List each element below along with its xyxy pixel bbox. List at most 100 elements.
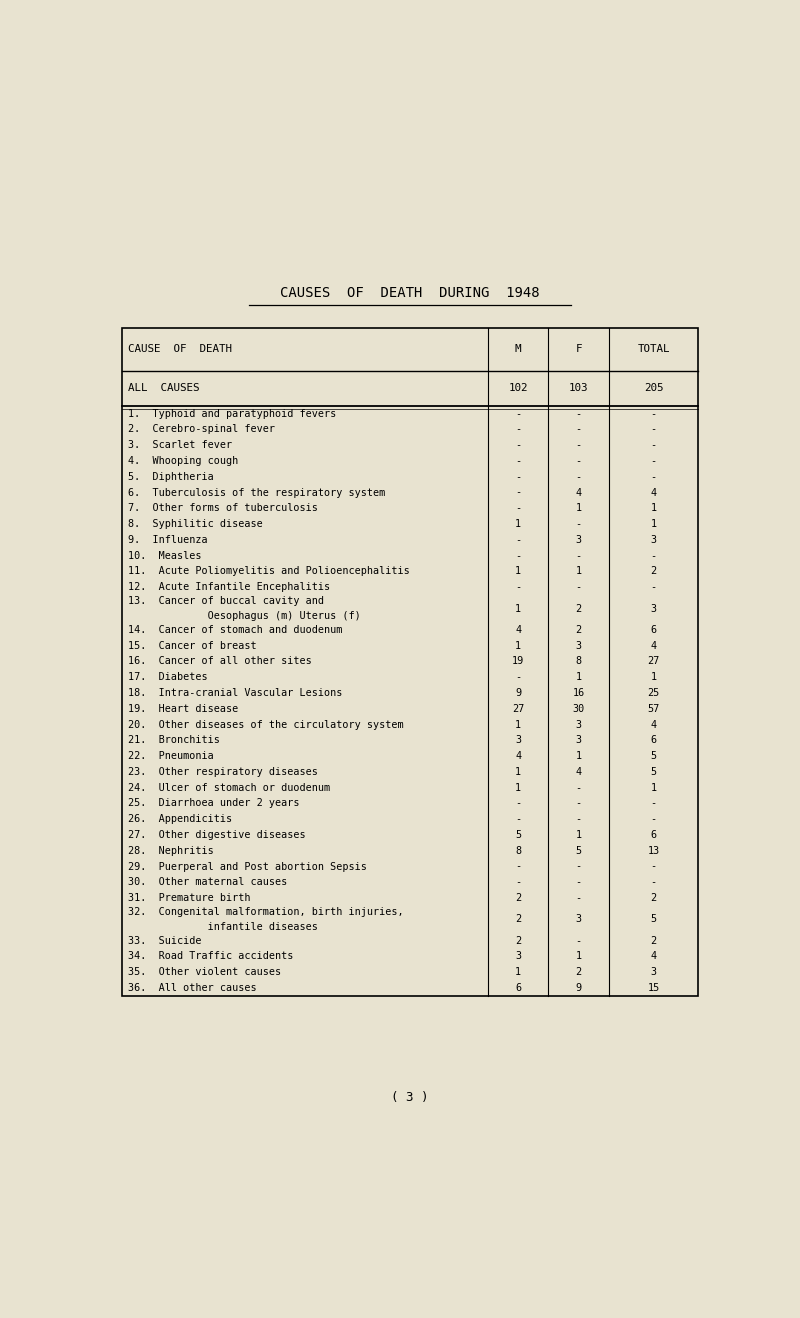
Text: 1: 1 xyxy=(575,503,582,513)
Text: -: - xyxy=(575,894,582,903)
Text: 5: 5 xyxy=(515,830,521,840)
Text: -: - xyxy=(575,409,582,419)
Text: 1: 1 xyxy=(575,672,582,683)
Text: 6.  Tuberculosis of the respiratory system: 6. Tuberculosis of the respiratory syste… xyxy=(128,488,385,498)
Text: 4: 4 xyxy=(650,952,657,961)
Text: 4: 4 xyxy=(650,488,657,498)
Text: 2: 2 xyxy=(575,604,582,613)
Text: 12.  Acute Infantile Encephalitis: 12. Acute Infantile Encephalitis xyxy=(128,583,330,592)
Text: 15: 15 xyxy=(647,983,660,992)
Text: 8.  Syphilitic disease: 8. Syphilitic disease xyxy=(128,519,262,529)
Text: -: - xyxy=(575,472,582,482)
Text: -: - xyxy=(575,936,582,946)
Text: -: - xyxy=(575,815,582,824)
Text: 2: 2 xyxy=(650,567,657,576)
Text: -: - xyxy=(575,519,582,529)
Text: -: - xyxy=(515,456,521,467)
Text: 15.  Cancer of breast: 15. Cancer of breast xyxy=(128,641,257,651)
Text: 6: 6 xyxy=(650,735,657,745)
Text: 1: 1 xyxy=(575,751,582,760)
Text: 4: 4 xyxy=(575,767,582,776)
Text: 8: 8 xyxy=(575,656,582,667)
Text: 2: 2 xyxy=(650,936,657,946)
Text: 1: 1 xyxy=(515,767,521,776)
Text: -: - xyxy=(515,672,521,683)
Text: 24.  Ulcer of stomach or duodenum: 24. Ulcer of stomach or duodenum xyxy=(128,783,330,792)
Text: 35.  Other violent causes: 35. Other violent causes xyxy=(128,967,281,977)
Text: -: - xyxy=(575,440,582,451)
Text: 19: 19 xyxy=(512,656,524,667)
Text: ( 3 ): ( 3 ) xyxy=(391,1091,429,1104)
Text: 3: 3 xyxy=(650,535,657,544)
Text: 3: 3 xyxy=(575,735,582,745)
Text: -: - xyxy=(575,862,582,871)
Text: 3: 3 xyxy=(575,535,582,544)
Text: -: - xyxy=(575,878,582,887)
Text: -: - xyxy=(515,535,521,544)
Text: -: - xyxy=(515,424,521,435)
Text: -: - xyxy=(575,456,582,467)
Text: 2: 2 xyxy=(515,915,521,924)
Text: 33.  Suicide: 33. Suicide xyxy=(128,936,202,946)
Text: 14.  Cancer of stomach and duodenum: 14. Cancer of stomach and duodenum xyxy=(128,625,342,635)
Text: 32.  Congenital malformation, birth injuries,: 32. Congenital malformation, birth injur… xyxy=(128,907,403,917)
Text: 17.  Diabetes: 17. Diabetes xyxy=(128,672,207,683)
Text: -: - xyxy=(575,551,582,560)
Text: 1: 1 xyxy=(515,720,521,729)
Text: -: - xyxy=(515,878,521,887)
Text: 23.  Other respiratory diseases: 23. Other respiratory diseases xyxy=(128,767,318,776)
Text: -: - xyxy=(515,503,521,513)
Text: 27: 27 xyxy=(647,656,660,667)
Text: 27: 27 xyxy=(512,704,524,714)
Text: 2: 2 xyxy=(650,894,657,903)
Text: 1: 1 xyxy=(515,567,521,576)
Text: 2: 2 xyxy=(575,967,582,977)
Text: Oesophagus (m) Uterus (f): Oesophagus (m) Uterus (f) xyxy=(128,612,361,621)
Text: 9: 9 xyxy=(575,983,582,992)
Text: 36.  All other causes: 36. All other causes xyxy=(128,983,257,992)
Text: 1: 1 xyxy=(575,952,582,961)
Text: 6: 6 xyxy=(650,625,657,635)
Text: 13: 13 xyxy=(647,846,660,855)
Text: 2: 2 xyxy=(575,625,582,635)
Text: 25.  Diarrhoea under 2 years: 25. Diarrhoea under 2 years xyxy=(128,799,299,808)
Text: 34.  Road Traffic accidents: 34. Road Traffic accidents xyxy=(128,952,294,961)
Text: 6: 6 xyxy=(650,830,657,840)
Text: 1: 1 xyxy=(515,519,521,529)
Text: 4.  Whooping cough: 4. Whooping cough xyxy=(128,456,238,467)
Text: 3: 3 xyxy=(575,720,582,729)
Text: -: - xyxy=(515,551,521,560)
Text: 5: 5 xyxy=(650,751,657,760)
Text: -: - xyxy=(515,440,521,451)
Text: 4: 4 xyxy=(515,751,521,760)
Text: 7.  Other forms of tuberculosis: 7. Other forms of tuberculosis xyxy=(128,503,318,513)
Text: 4: 4 xyxy=(515,625,521,635)
Text: 3: 3 xyxy=(575,915,582,924)
Text: 2: 2 xyxy=(515,936,521,946)
Text: 5.  Diphtheria: 5. Diphtheria xyxy=(128,472,214,482)
Text: 1: 1 xyxy=(575,567,582,576)
Text: 3.  Scarlet fever: 3. Scarlet fever xyxy=(128,440,232,451)
Text: -: - xyxy=(650,551,657,560)
Text: 30: 30 xyxy=(573,704,585,714)
Text: 29.  Puerperal and Post abortion Sepsis: 29. Puerperal and Post abortion Sepsis xyxy=(128,862,366,871)
Text: 6: 6 xyxy=(515,983,521,992)
Text: 1: 1 xyxy=(650,519,657,529)
Text: 1: 1 xyxy=(575,830,582,840)
Text: 2.  Cerebro-spinal fever: 2. Cerebro-spinal fever xyxy=(128,424,275,435)
Text: 13.  Cancer of buccal cavity and: 13. Cancer of buccal cavity and xyxy=(128,596,324,606)
Text: 10.  Measles: 10. Measles xyxy=(128,551,202,560)
Text: 5: 5 xyxy=(650,767,657,776)
Text: -: - xyxy=(575,424,582,435)
Text: 27.  Other digestive diseases: 27. Other digestive diseases xyxy=(128,830,306,840)
Text: -: - xyxy=(650,862,657,871)
Text: 8: 8 xyxy=(515,846,521,855)
Text: 2: 2 xyxy=(515,894,521,903)
Text: CAUSES  OF  DEATH  DURING  1948: CAUSES OF DEATH DURING 1948 xyxy=(280,286,540,301)
Text: -: - xyxy=(515,862,521,871)
Text: 103: 103 xyxy=(569,384,589,393)
Text: 1: 1 xyxy=(650,672,657,683)
Text: -: - xyxy=(650,409,657,419)
Text: 1: 1 xyxy=(650,783,657,792)
Text: -: - xyxy=(515,488,521,498)
